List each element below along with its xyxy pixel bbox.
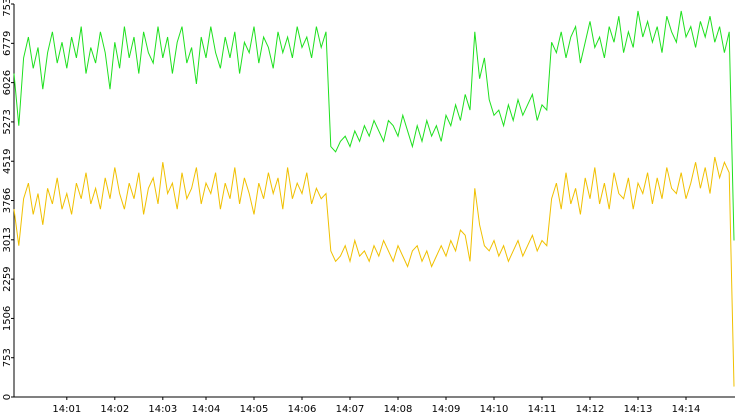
y-tick-label: 0 bbox=[2, 394, 13, 400]
x-tick-label: 14:13 bbox=[624, 404, 653, 415]
y-tick-label: 1506 bbox=[2, 306, 13, 331]
y-tick-label: 5273 bbox=[2, 109, 13, 134]
y-tick-label: 4519 bbox=[2, 149, 13, 174]
x-tick-label: 14:11 bbox=[528, 404, 557, 415]
x-tick-label: 14:07 bbox=[336, 404, 365, 415]
x-tick-label: 14:10 bbox=[480, 404, 509, 415]
x-tick-label: 14:09 bbox=[432, 404, 461, 415]
x-tick-label: 14:06 bbox=[288, 404, 317, 415]
x-tick-label: 14:02 bbox=[100, 404, 129, 415]
x-tick-label: 14:05 bbox=[240, 404, 269, 415]
x-tick-label: 14:14 bbox=[672, 404, 701, 415]
y-tick-label: 6779 bbox=[2, 31, 13, 56]
x-tick-label: 14:04 bbox=[192, 404, 221, 415]
y-tick-label: 6026 bbox=[2, 70, 13, 95]
y-tick-label: 3013 bbox=[2, 227, 13, 252]
y-tick-label: 7533 bbox=[2, 0, 13, 17]
y-tick-label: 3766 bbox=[2, 188, 13, 213]
x-tick-label: 14:03 bbox=[148, 404, 177, 415]
series-line bbox=[13, 156, 735, 387]
y-tick-label: 2259 bbox=[2, 266, 13, 291]
series-line bbox=[13, 10, 735, 241]
x-tick-label: 14:08 bbox=[384, 404, 413, 415]
x-tick-label: 14:12 bbox=[576, 404, 605, 415]
x-tick-label: 14:01 bbox=[52, 404, 81, 415]
y-tick-label: 753 bbox=[2, 348, 13, 367]
